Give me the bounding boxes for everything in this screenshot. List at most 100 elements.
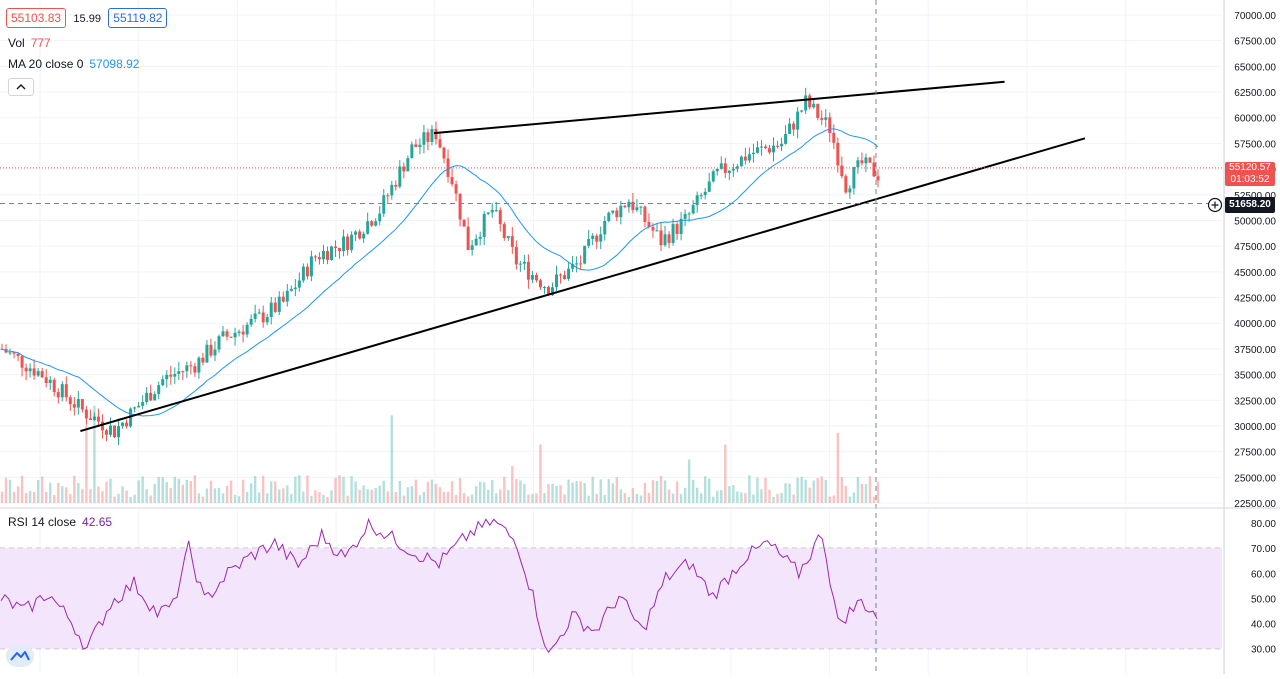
candle-body (48, 379, 52, 384)
candle-body (494, 210, 498, 212)
candle-body (804, 95, 808, 111)
volume-bar (81, 489, 84, 503)
volume-bar (675, 481, 679, 503)
volume-bar (868, 476, 872, 503)
volume-bar (679, 494, 683, 503)
volume-bar (330, 490, 333, 503)
volume-bar (824, 480, 827, 503)
ma-legend[interactable]: MA 20 close 0 57098.92 (8, 55, 139, 73)
candle-body (265, 317, 269, 323)
last-price-tag: 55120.57 01:03:52 (1225, 162, 1275, 186)
candle-body (157, 385, 161, 395)
volume-bar (856, 477, 860, 503)
price-tick-label: 62500.00 (1234, 88, 1276, 99)
add-alert-button[interactable] (1207, 197, 1223, 213)
candle-body (289, 289, 293, 291)
volume-bar (631, 488, 635, 503)
candle-body (125, 422, 129, 427)
volume-bar (643, 482, 647, 503)
candle-body (784, 133, 788, 144)
brand-logo-button[interactable] (6, 645, 34, 667)
candle-body (84, 409, 88, 419)
rsi-legend[interactable]: RSI 14 close 42.65 (8, 513, 112, 531)
volume-bar (820, 476, 823, 503)
volume-bar (812, 480, 815, 503)
volume-bar (213, 488, 217, 503)
volume-bar (278, 489, 281, 503)
volume-bar (105, 481, 108, 503)
volume-bar (531, 493, 534, 503)
candle-body (792, 123, 796, 130)
volume-bar (539, 444, 542, 503)
crosshair-price-tag: 51658.20 (1225, 197, 1275, 213)
candle-body (868, 157, 872, 163)
volume-bar (704, 476, 707, 503)
candle-body (153, 394, 157, 401)
volume-bar (474, 486, 478, 503)
candle-body (88, 418, 92, 420)
volume-bar (217, 487, 221, 503)
buy-price[interactable]: 55119.82 (108, 8, 168, 28)
candle-body (848, 188, 852, 193)
price-tick-label: 47500.00 (1234, 242, 1276, 253)
candle-body (354, 231, 358, 235)
candle-body (490, 210, 494, 213)
candle-body (221, 331, 225, 337)
candle-body (611, 210, 615, 213)
volume-bar (274, 481, 277, 503)
volume-bar (848, 496, 852, 503)
candle-body (820, 117, 824, 120)
volume-bar (519, 480, 522, 503)
candle-body (36, 371, 40, 376)
sell-price[interactable]: 55103.83 (6, 8, 67, 28)
candle-body (695, 195, 699, 206)
candle-body (370, 221, 374, 226)
collapse-legend-button[interactable] (8, 78, 34, 96)
candle-body (538, 280, 542, 288)
candle-body (185, 365, 189, 372)
candle-body (342, 236, 346, 252)
volume-bar (153, 483, 156, 503)
candle-body (747, 154, 751, 161)
volume-bar (430, 479, 434, 503)
volume-bar (24, 492, 28, 503)
candle-body (442, 147, 446, 159)
candle-body (788, 123, 792, 134)
volume-bar (760, 489, 763, 503)
crosshair-price-value: 51658.20 (1229, 199, 1271, 210)
candle-body (24, 367, 28, 372)
volume-bar (225, 485, 229, 503)
candle-body (108, 425, 112, 435)
candle-body (458, 193, 462, 220)
candle-body (828, 117, 832, 133)
volume-bar (40, 476, 44, 503)
candle-body (623, 205, 627, 208)
price-tick-label: 22500.00 (1234, 499, 1276, 510)
candle-body (414, 144, 418, 148)
plus-circle-icon (1207, 197, 1223, 213)
candle-body (816, 103, 820, 118)
volume-bar (249, 483, 253, 503)
candle-body (117, 426, 121, 438)
volume-bar (458, 477, 462, 503)
candle-body (434, 128, 438, 140)
volume-bar (129, 496, 132, 503)
volume-bar (563, 494, 566, 503)
volume-bar (322, 494, 325, 503)
candle-body (20, 355, 24, 368)
candle-body (780, 143, 784, 147)
candle-body (832, 132, 836, 143)
horizontal-lines (0, 0, 1222, 674)
volume-bar (113, 496, 116, 503)
candle-body (772, 145, 776, 153)
volume-bar (346, 495, 349, 503)
volume-bar (125, 490, 128, 503)
volume-legend[interactable]: Vol 777 (8, 34, 51, 52)
candle-body (76, 399, 80, 408)
volume-bar (547, 484, 550, 503)
price-tick-label: 30000.00 (1234, 422, 1276, 433)
volume-bar (366, 489, 369, 503)
candle-body (317, 257, 321, 260)
